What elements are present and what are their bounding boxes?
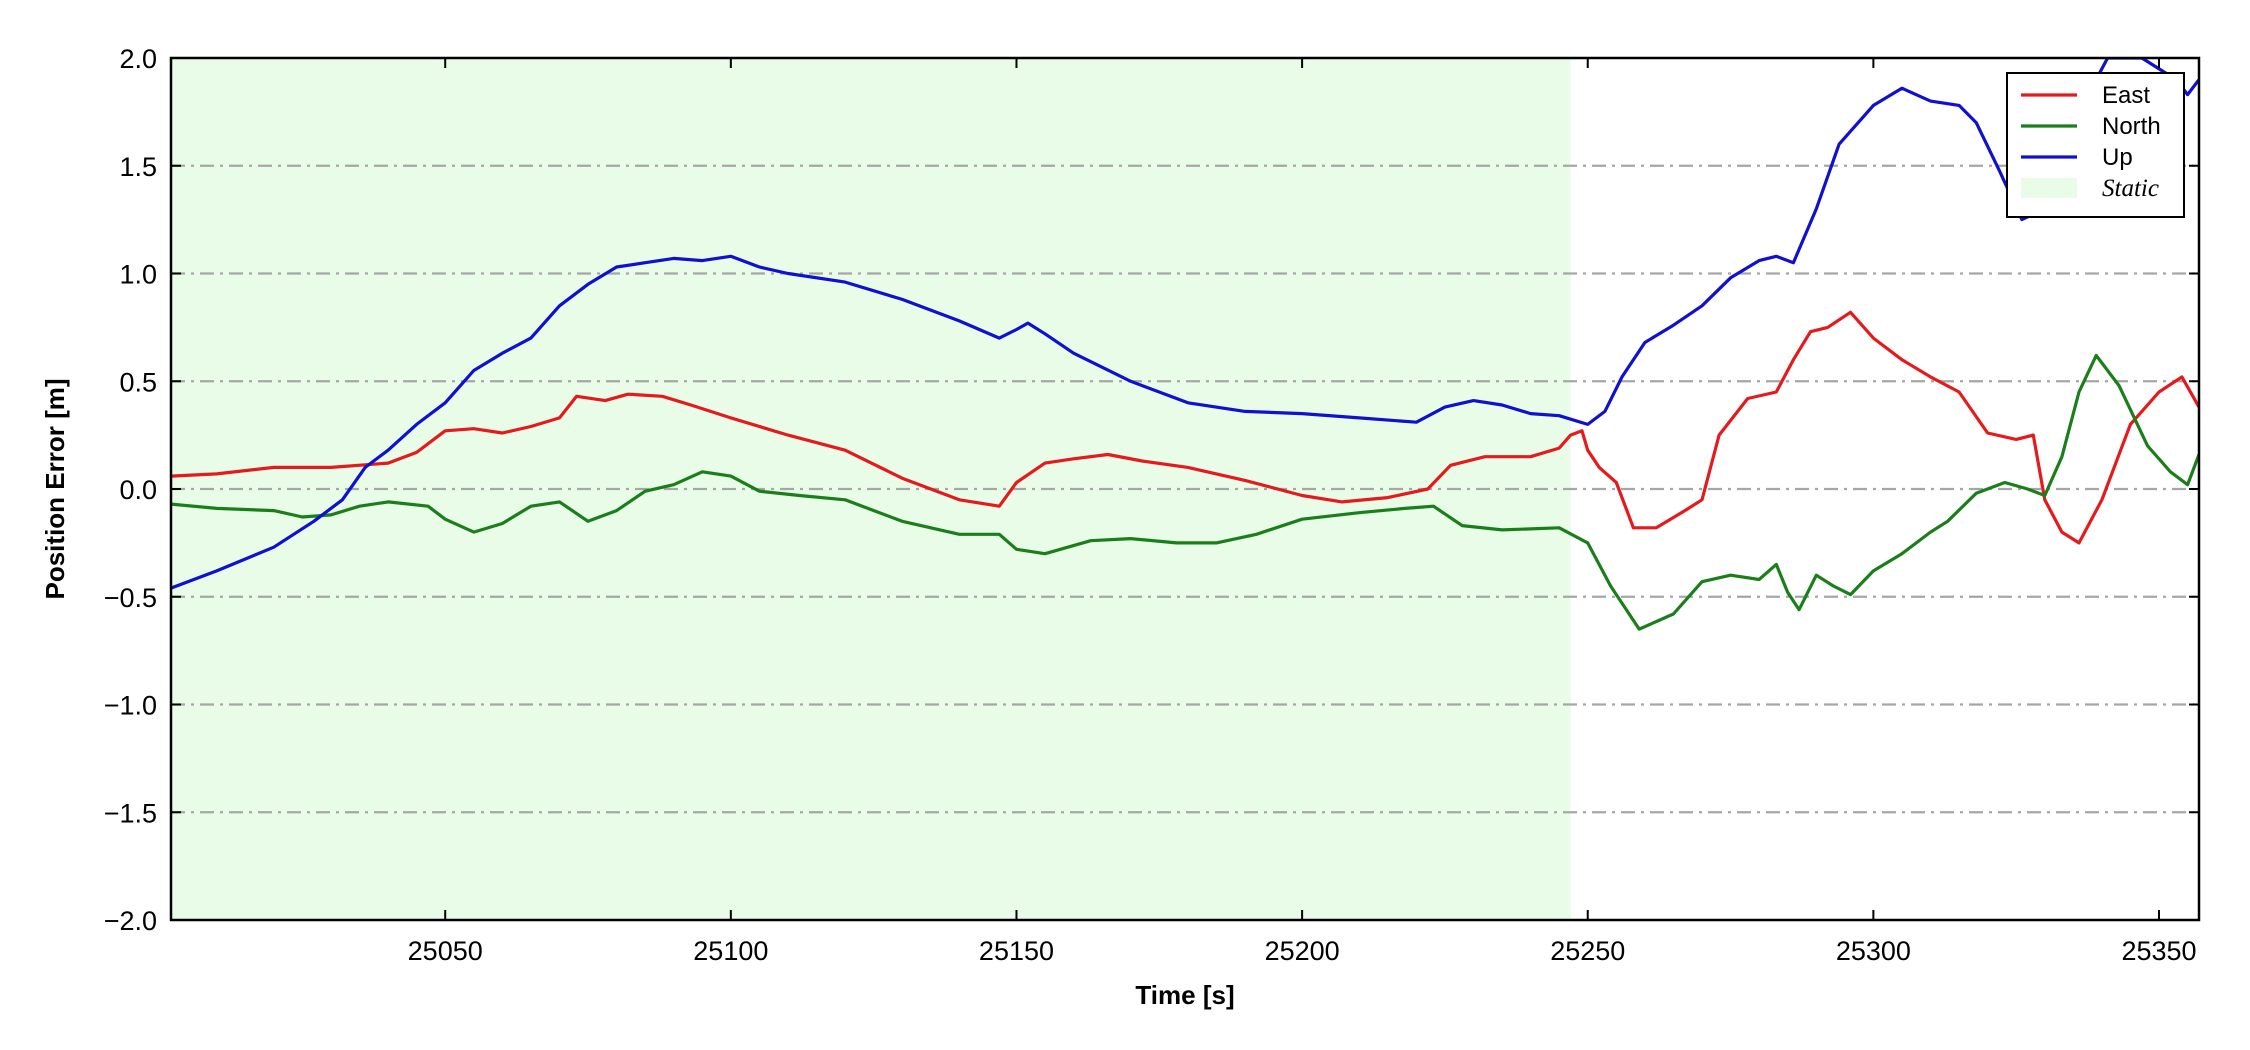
legend-label-static: Static <box>2102 175 2159 202</box>
y-axis-label: Position Error [m] <box>40 378 70 599</box>
y-tick-label: −0.5 <box>104 583 157 613</box>
x-tick-label: 25150 <box>979 936 1054 966</box>
x-tick-label: 25300 <box>1836 936 1911 966</box>
y-tick-label: 1.0 <box>119 260 157 290</box>
series-line-up <box>171 58 2199 590</box>
x-axis-label: Time [s] <box>1135 980 1234 1010</box>
legend-label-north: North <box>2102 113 2161 140</box>
y-tick-label: −1.5 <box>104 798 157 828</box>
legend-label-up: Up <box>2102 144 2133 171</box>
legend-swatch-static <box>2021 178 2077 198</box>
y-tick-label: 1.5 <box>119 152 157 182</box>
y-tick-label: 0.5 <box>119 367 157 397</box>
series-line-north <box>171 353 2199 631</box>
legend: East North Up Static <box>2006 72 2185 218</box>
y-tick-label: −1.0 <box>104 691 157 721</box>
x-tick-label: 25100 <box>693 936 768 966</box>
y-tick-label: 2.0 <box>119 44 157 74</box>
x-tick-label: 25350 <box>2121 936 2196 966</box>
y-tick-label: 0.0 <box>119 475 157 505</box>
series-line-east <box>171 310 2199 545</box>
y-tick-label: −2.0 <box>104 906 157 936</box>
legend-label-east: East <box>2102 82 2150 109</box>
x-tick-label: 25200 <box>1265 936 1340 966</box>
x-tick-label: 25250 <box>1550 936 1625 966</box>
x-tick-label: 25050 <box>408 936 483 966</box>
